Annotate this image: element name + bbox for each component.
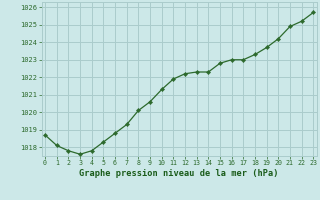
X-axis label: Graphe pression niveau de la mer (hPa): Graphe pression niveau de la mer (hPa) <box>79 169 279 178</box>
